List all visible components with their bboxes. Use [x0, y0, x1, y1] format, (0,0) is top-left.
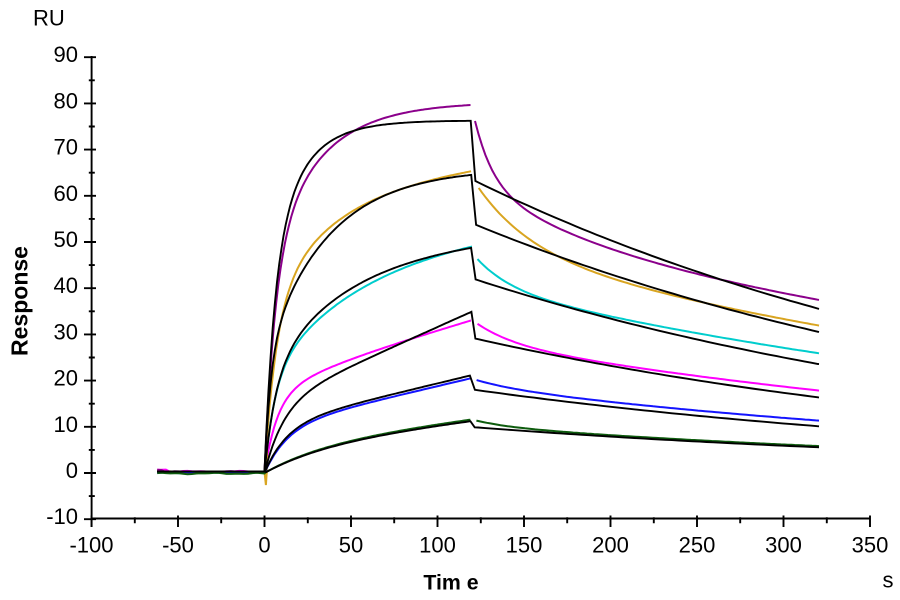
- svg-text:60: 60: [54, 181, 78, 206]
- svg-text:350: 350: [852, 533, 889, 558]
- svg-text:150: 150: [506, 533, 543, 558]
- svg-text:RU: RU: [33, 5, 65, 30]
- svg-text:-10: -10: [46, 504, 78, 529]
- svg-text:50: 50: [54, 227, 78, 252]
- svg-text:300: 300: [765, 533, 802, 558]
- svg-text:40: 40: [54, 273, 78, 298]
- svg-text:s: s: [883, 568, 894, 593]
- svg-text:80: 80: [54, 88, 78, 113]
- svg-text:0: 0: [258, 533, 270, 558]
- svg-text:-50: -50: [162, 533, 194, 558]
- svg-text:100: 100: [419, 533, 456, 558]
- svg-text:Tim e: Tim e: [423, 571, 478, 595]
- svg-text:250: 250: [679, 533, 716, 558]
- svg-text:90: 90: [54, 42, 78, 67]
- svg-text:0: 0: [66, 458, 78, 483]
- svg-text:30: 30: [54, 319, 78, 344]
- svg-text:Response: Response: [7, 246, 33, 356]
- svg-text:-100: -100: [69, 533, 113, 558]
- svg-text:200: 200: [592, 533, 629, 558]
- svg-text:70: 70: [54, 135, 78, 160]
- svg-text:10: 10: [54, 412, 78, 437]
- svg-text:20: 20: [54, 366, 78, 391]
- svg-text:50: 50: [339, 533, 363, 558]
